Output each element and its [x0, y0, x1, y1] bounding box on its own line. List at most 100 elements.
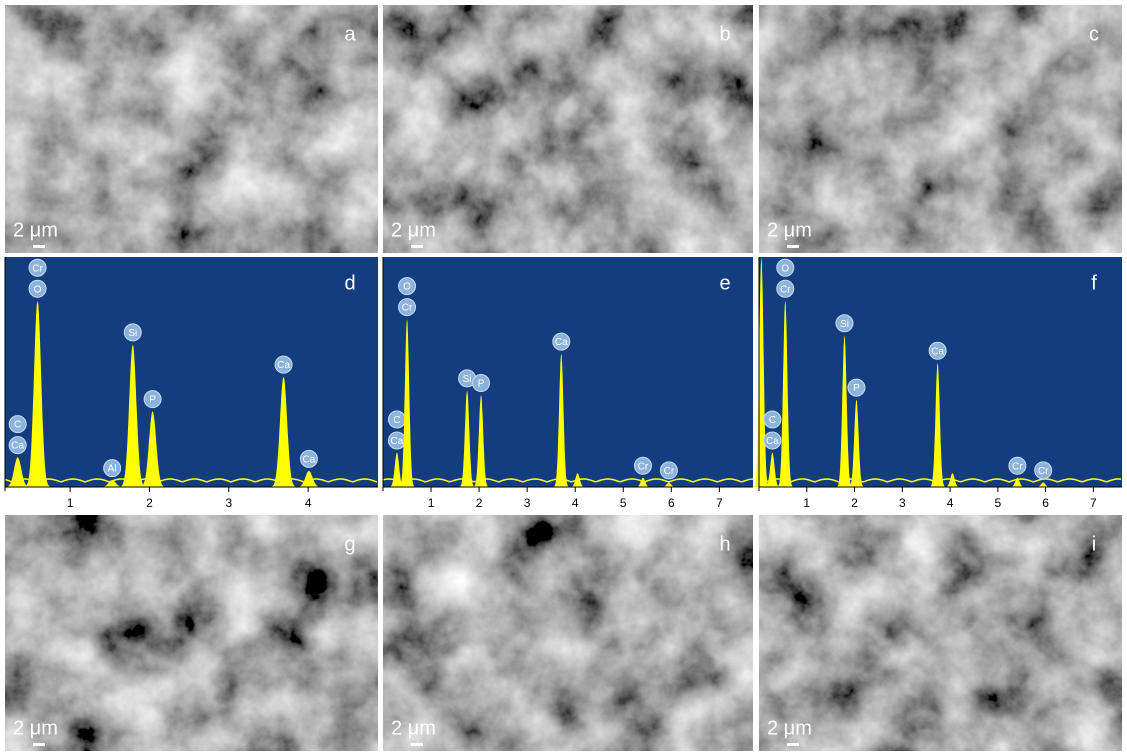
peak-label-badge [763, 431, 782, 450]
scale-bar-label: 2 μm [391, 219, 436, 241]
sem-image [759, 5, 1122, 253]
spectrum-peak [472, 395, 490, 487]
peak-label-badge [847, 378, 866, 397]
peak-label: C [14, 420, 21, 431]
sem-image [5, 5, 378, 253]
panel-letter: h [719, 533, 730, 555]
peak-label-badge [633, 456, 652, 475]
spectrum-baseline [382, 478, 754, 483]
spectrum-peak [847, 399, 866, 487]
spectrum-peak [138, 411, 167, 487]
peak-label-badge [1008, 456, 1027, 475]
peak-label: Ca [931, 346, 944, 357]
x-tick-label: 4 [947, 496, 954, 510]
peak-label-badge [776, 279, 795, 298]
x-tick-label: 1 [67, 496, 74, 510]
peak-label: P [478, 379, 485, 390]
scale-bar [787, 743, 799, 746]
spectrum-peak [835, 335, 854, 487]
peak-label-badge [28, 258, 47, 277]
peak-label: Cr [780, 284, 791, 295]
sem-texture [383, 515, 753, 751]
spectrum-background [383, 257, 753, 487]
scale-bar [787, 245, 799, 248]
scale-bar [411, 743, 423, 746]
peak-label-badge [274, 355, 293, 374]
peak-label: O [34, 284, 42, 295]
sem-image [5, 515, 378, 751]
x-tick-label: 7 [716, 496, 723, 510]
peak-label-badge [28, 279, 47, 298]
peak-label-badge [398, 277, 417, 296]
spectrum-peak [776, 300, 794, 487]
scale-bar [411, 245, 423, 248]
x-tick-label: 7 [1090, 496, 1097, 510]
x-tick-label: 5 [620, 496, 627, 510]
panel-letter: g [344, 533, 355, 555]
spectrum-peak [388, 452, 406, 487]
scale-bar [33, 245, 45, 248]
scale-bar-label: 2 μm [767, 717, 812, 739]
peak-label: Cr [1012, 461, 1023, 472]
peak-label-badge [8, 436, 27, 455]
panel-letter: d [344, 272, 355, 294]
peak-label-badge [103, 459, 122, 478]
sem-texture [759, 515, 1122, 751]
scale-bar-label: 2 μm [391, 717, 436, 739]
x-tick-label: 5 [994, 496, 1001, 510]
peak-label-badge [835, 314, 854, 333]
x-tick-label: 2 [476, 496, 483, 510]
sem-image [383, 5, 753, 253]
peak-label: P [149, 395, 156, 406]
peak-label: P [853, 383, 860, 394]
peak-label-badge [659, 461, 678, 480]
peak-label-badge [763, 410, 782, 429]
peak-label-badge [299, 449, 318, 468]
peak-label-badge [776, 258, 795, 277]
spectrum-peak [660, 482, 678, 487]
spectrum-peak [943, 473, 962, 487]
spectrum-peak [269, 376, 298, 487]
x-tick-label: 4 [572, 496, 579, 510]
peak-label: Al [108, 464, 117, 475]
peak-label: C [769, 415, 776, 426]
spectrum-peak [398, 319, 416, 487]
panel-letter: c [1089, 23, 1099, 45]
spectrum-peak [552, 353, 570, 487]
x-tick-label: 1 [428, 496, 435, 510]
spectrum-peak [3, 457, 33, 487]
sem-texture [5, 5, 378, 253]
peak-label-badge [472, 374, 491, 392]
peak-label: Cr [1038, 466, 1049, 477]
x-tick-label: 1 [803, 496, 810, 510]
sem-texture [5, 515, 378, 751]
peak-label: Ca [766, 436, 779, 447]
peak-label-badge [398, 298, 417, 317]
spectrum-peak [1034, 482, 1052, 487]
peak-label: O [781, 263, 789, 274]
panel-letter: a [344, 23, 356, 45]
x-tick-label: 6 [668, 496, 675, 510]
peak-label: Ca [391, 436, 404, 447]
peak-label: Ca [303, 455, 316, 466]
peak-label: Ca [11, 441, 24, 452]
x-tick-label: 3 [225, 496, 232, 510]
panel-letter: b [719, 23, 730, 45]
x-tick-label: 3 [899, 496, 906, 510]
spectrum-peak [23, 300, 52, 487]
spectrum-baseline [4, 478, 378, 483]
peak-label: Si [463, 374, 472, 385]
peak-label-badge [8, 415, 27, 434]
sem-texture [383, 5, 753, 253]
peak-label-badge [928, 341, 947, 360]
sem-image [383, 515, 753, 751]
peak-label: Cr [664, 466, 675, 477]
x-tick-label: 2 [851, 496, 858, 510]
spectrum-background [5, 257, 378, 487]
x-tick-label: 4 [305, 496, 312, 510]
spectrum-peak [118, 344, 148, 487]
spectrum-peak [458, 390, 476, 487]
peak-label: Cr [638, 461, 649, 472]
peak-label: Cr [402, 303, 413, 314]
